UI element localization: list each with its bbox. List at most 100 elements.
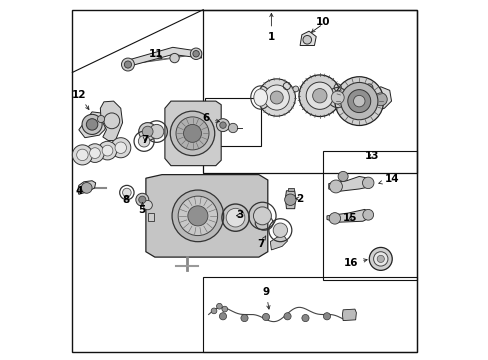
Circle shape: [362, 177, 373, 189]
Circle shape: [122, 188, 131, 197]
Circle shape: [192, 50, 199, 57]
Polygon shape: [342, 309, 356, 320]
Text: 15: 15: [343, 213, 357, 222]
Circle shape: [373, 252, 387, 266]
Circle shape: [340, 82, 377, 120]
Circle shape: [329, 180, 342, 193]
Circle shape: [368, 247, 391, 270]
Polygon shape: [300, 31, 316, 45]
Circle shape: [211, 308, 217, 314]
Circle shape: [142, 126, 153, 137]
Circle shape: [139, 123, 156, 140]
Text: 16: 16: [343, 258, 366, 268]
Circle shape: [176, 117, 208, 150]
Circle shape: [264, 85, 289, 110]
Bar: [204, 98, 260, 146]
Circle shape: [303, 36, 311, 44]
Circle shape: [136, 193, 148, 206]
Circle shape: [102, 145, 113, 156]
Polygon shape: [79, 112, 108, 138]
Circle shape: [219, 122, 226, 129]
Circle shape: [149, 125, 163, 139]
Circle shape: [334, 77, 383, 126]
Text: 7: 7: [141, 135, 148, 145]
Bar: [147, 213, 154, 221]
Circle shape: [110, 138, 131, 158]
Bar: [203, 277, 416, 352]
Circle shape: [270, 91, 283, 104]
Ellipse shape: [253, 89, 267, 106]
Circle shape: [115, 142, 126, 153]
Polygon shape: [78, 181, 96, 194]
Text: 12: 12: [71, 90, 89, 109]
Circle shape: [284, 313, 290, 320]
Polygon shape: [270, 235, 287, 250]
Text: 6: 6: [203, 113, 219, 123]
Circle shape: [183, 125, 201, 142]
Polygon shape: [100, 101, 122, 140]
Circle shape: [216, 303, 222, 309]
Circle shape: [226, 208, 244, 227]
Text: 13: 13: [364, 150, 378, 161]
Bar: [287, 188, 293, 192]
Polygon shape: [368, 87, 391, 112]
Circle shape: [82, 114, 102, 134]
Circle shape: [139, 196, 145, 203]
Text: 7: 7: [257, 236, 265, 249]
Circle shape: [142, 201, 152, 210]
Circle shape: [353, 95, 364, 107]
Circle shape: [81, 183, 92, 193]
Circle shape: [170, 111, 214, 156]
Circle shape: [124, 61, 131, 68]
Circle shape: [97, 116, 104, 123]
Circle shape: [284, 194, 296, 206]
Text: 10: 10: [311, 17, 330, 32]
Text: 1: 1: [267, 13, 274, 41]
Circle shape: [228, 123, 237, 133]
Circle shape: [121, 58, 134, 71]
Circle shape: [187, 206, 207, 226]
Polygon shape: [145, 175, 267, 257]
Circle shape: [85, 144, 104, 162]
Circle shape: [222, 306, 227, 312]
Circle shape: [376, 255, 384, 262]
Polygon shape: [328, 176, 371, 192]
Circle shape: [169, 53, 179, 63]
Circle shape: [178, 196, 217, 235]
Polygon shape: [326, 210, 370, 222]
Bar: [203, 10, 416, 173]
Text: 8: 8: [122, 195, 129, 205]
Circle shape: [273, 223, 287, 237]
Circle shape: [86, 119, 98, 130]
Text: 5: 5: [139, 203, 145, 216]
Circle shape: [373, 93, 386, 106]
Circle shape: [241, 315, 247, 321]
Circle shape: [337, 171, 347, 181]
Circle shape: [253, 207, 271, 225]
Circle shape: [72, 145, 92, 165]
Circle shape: [77, 149, 88, 161]
Circle shape: [323, 313, 330, 320]
Circle shape: [301, 315, 308, 321]
Circle shape: [89, 148, 100, 158]
Circle shape: [216, 119, 229, 132]
Text: 3: 3: [236, 210, 244, 220]
Text: 9: 9: [262, 287, 269, 309]
Circle shape: [190, 48, 202, 59]
Bar: [323, 151, 416, 280]
Circle shape: [258, 79, 295, 116]
Circle shape: [98, 141, 117, 160]
Circle shape: [362, 210, 373, 220]
Circle shape: [262, 314, 269, 320]
Circle shape: [298, 75, 340, 117]
Circle shape: [305, 82, 333, 109]
Circle shape: [330, 91, 344, 104]
Text: 4: 4: [75, 186, 82, 197]
Polygon shape: [285, 191, 295, 209]
Text: 2: 2: [295, 194, 303, 204]
Text: 11: 11: [148, 49, 163, 59]
Circle shape: [347, 90, 370, 113]
Circle shape: [138, 135, 149, 147]
Circle shape: [328, 213, 340, 224]
Circle shape: [292, 86, 298, 92]
